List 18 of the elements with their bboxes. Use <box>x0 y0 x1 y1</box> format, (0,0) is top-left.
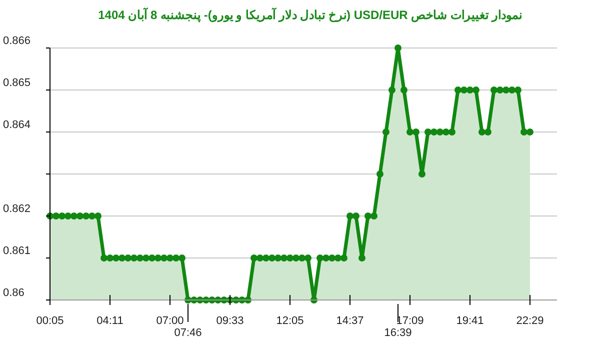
y-tick-label: 0.861 <box>3 245 31 257</box>
y-tick-label: 0.866 <box>3 35 31 47</box>
y-tick-label: 0.86 <box>3 287 24 299</box>
x-tick-label: 16:39 <box>384 327 412 339</box>
x-tick-label: 19:41 <box>456 315 484 327</box>
x-tick-label: 04:11 <box>96 315 124 327</box>
chart-title: نمودار تغییرات شاخص USD/EUR (نرخ تبادل دلار آمریکا و یورو)- پنجشنبه 8 آبان 1404 <box>98 6 522 23</box>
y-tick-label: 0.865 <box>3 77 31 89</box>
x-tick-label: 07:00 <box>156 315 184 327</box>
x-tick-label: 14:37 <box>336 315 364 327</box>
y-tick-label: 0.862 <box>3 203 31 215</box>
x-tick-label: 22:29 <box>516 315 544 327</box>
x-tick-label: 12:05 <box>276 315 304 327</box>
x-tick-label: 00:05 <box>36 315 64 327</box>
x-tick-label: 07:46 <box>174 327 202 339</box>
x-tick-label: 09:33 <box>216 315 244 327</box>
x-tick-label: 17:09 <box>396 315 424 327</box>
y-tick-label: 0.864 <box>3 119 31 131</box>
